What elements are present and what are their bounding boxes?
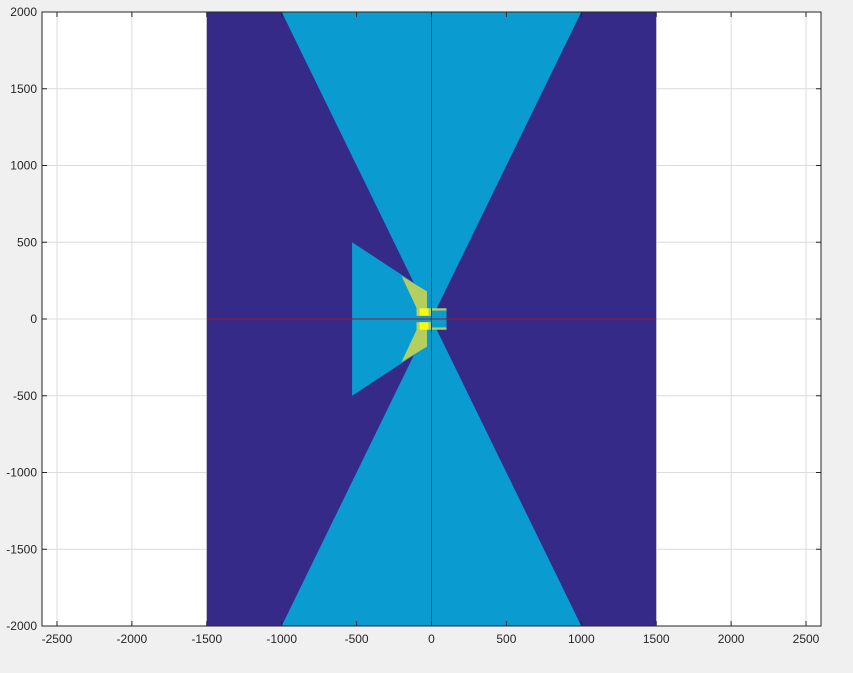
x-tick-label: -1000 (266, 632, 297, 646)
y-tick-label: 0 (30, 312, 37, 326)
y-tick-label: 2000 (10, 5, 37, 19)
center-lower-bright (419, 322, 429, 330)
center-lower-slot (431, 322, 447, 328)
center-upper-bright (419, 308, 429, 316)
lower-overlap (401, 323, 428, 362)
y-tick-label: -500 (13, 389, 37, 403)
y-tick-label: 1000 (10, 159, 37, 173)
x-tick-label: 500 (496, 632, 516, 646)
x-tick-label: 0 (428, 632, 435, 646)
y-tick-label: -2000 (6, 619, 37, 633)
x-tick-label: 2000 (718, 632, 745, 646)
x-tick-label: -2500 (42, 632, 73, 646)
x-tick-label: -1500 (191, 632, 222, 646)
y-tick-label: 1500 (10, 82, 37, 96)
y-tick-label: -1500 (6, 542, 37, 556)
x-tick-label: -500 (345, 632, 369, 646)
center-upper-slot (431, 310, 447, 316)
x-tick-label: 1000 (568, 632, 595, 646)
x-tick-label: 1500 (643, 632, 670, 646)
upper-overlap (401, 276, 428, 315)
y-tick-label: 500 (17, 235, 37, 249)
y-tick-label: -1000 (6, 466, 37, 480)
x-tick-label: 2500 (793, 632, 820, 646)
x-tick-label: -2000 (117, 632, 148, 646)
